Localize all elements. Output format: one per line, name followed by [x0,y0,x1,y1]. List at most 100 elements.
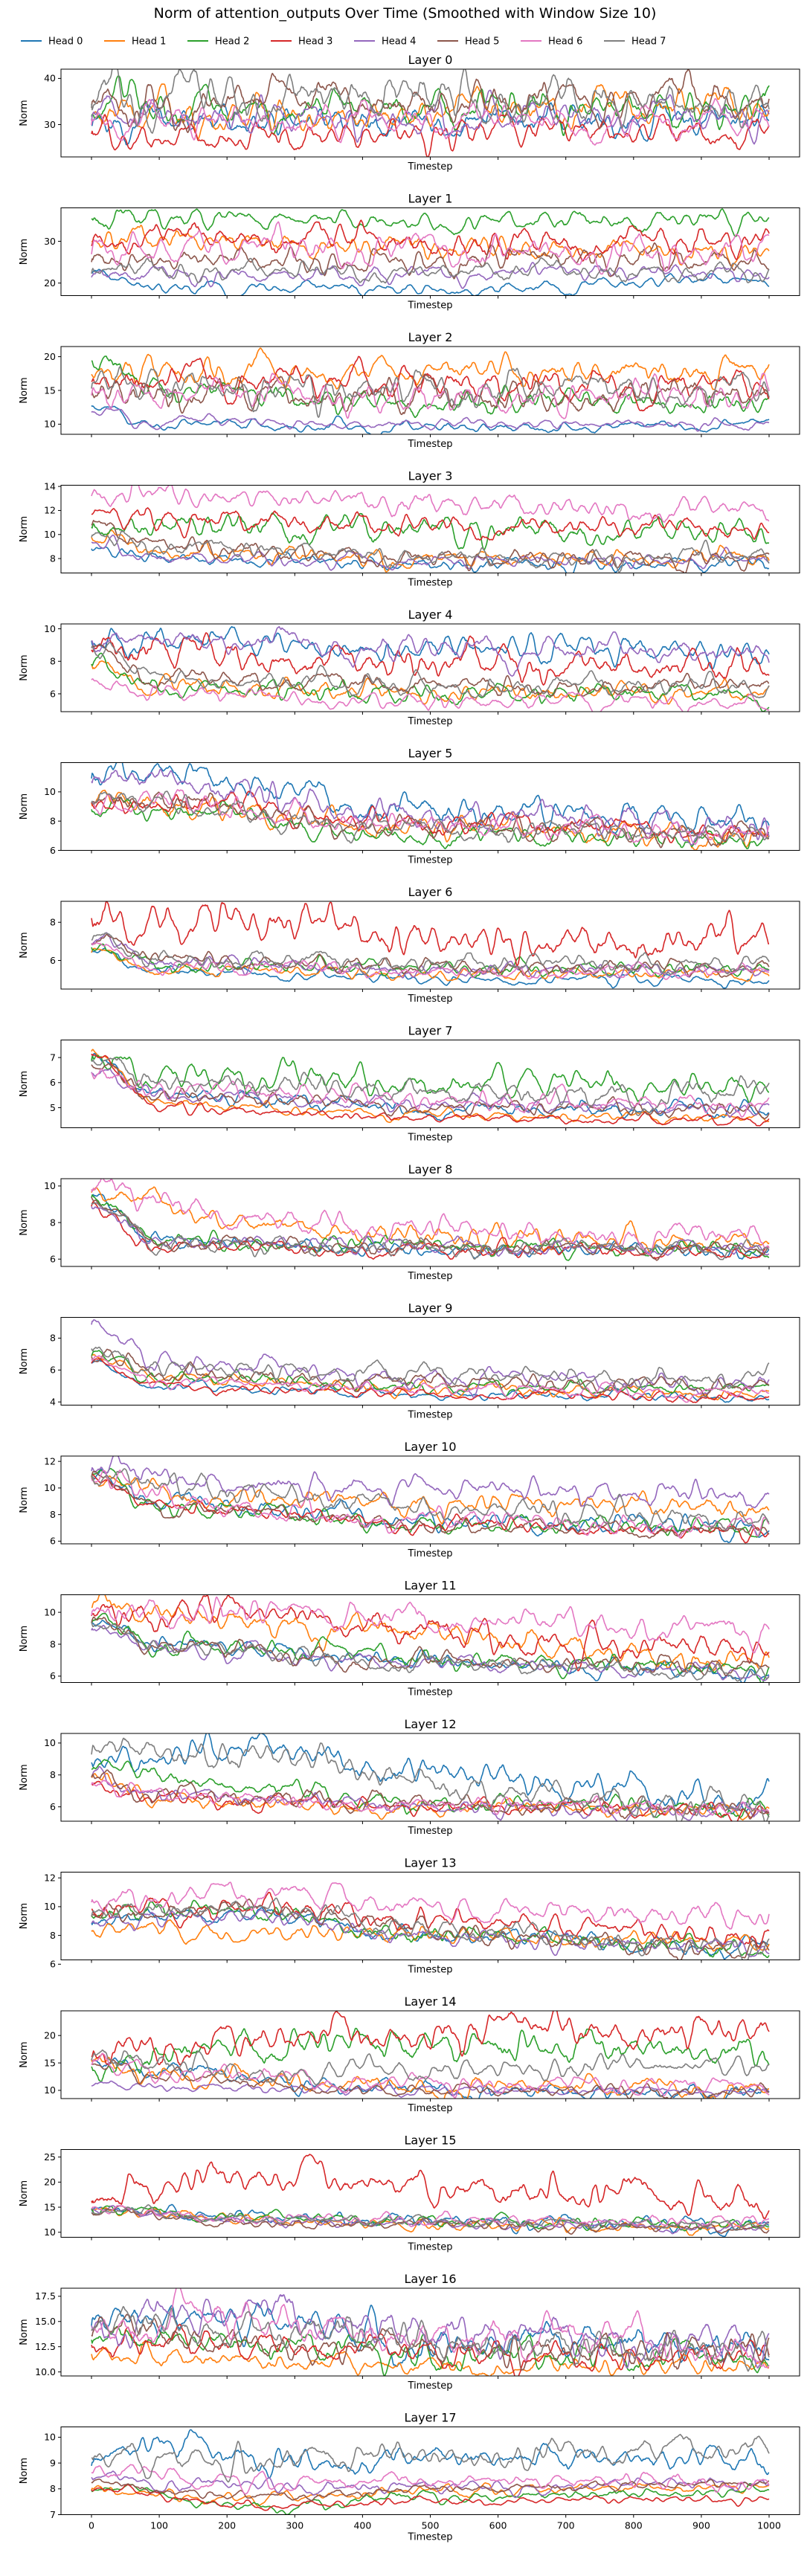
series-line-head-6 [91,1179,770,1256]
series-line-head-4 [91,2080,770,2098]
y-tick-label: 10 [44,2226,56,2238]
series-line-head-7 [91,642,770,699]
series-line-head-6 [91,1355,770,1403]
y-tick-label: 6 [50,845,56,856]
series-line-head-5 [91,373,770,416]
y-tick-label: 10 [44,529,56,540]
legend-label: Head 3 [298,36,332,48]
x-axis-label: Timestep [408,2532,453,2543]
y-tick-label: 6 [50,1801,56,1812]
series-line-head-7 [91,2305,770,2372]
series-line-head-5 [91,644,770,697]
panel-title: Layer 12 [404,1717,456,1731]
y-tick-label: 6 [50,1077,56,1088]
y-tick-label: 6 [50,1959,56,1970]
series-line-head-6 [91,485,770,523]
y-axis-label: Norm [19,1626,30,1652]
series-line-head-7 [91,2433,770,2483]
y-tick-label: 7 [50,2509,56,2520]
y-tick-label: 10 [44,1606,56,1617]
series-line-head-4 [91,1456,770,1509]
plot-frame [60,623,800,712]
x-axis-label: Timestep [408,1548,453,1559]
series-line-head-7 [91,1057,770,1116]
panel-title: Layer 8 [408,1162,453,1176]
series-line-head-3 [91,1358,770,1403]
y-tick-label: 6 [50,955,56,966]
x-axis-label: Timestep [408,1271,453,1282]
series-line-head-7 [91,2049,770,2086]
x-tick-label: 100 [150,2520,168,2531]
series-line-head-1 [91,1049,770,1126]
y-axis-label: Norm [19,2180,30,2206]
series-line-head-6 [91,1881,770,1930]
x-tick-label: 500 [422,2520,440,2531]
series-group [91,1049,770,1127]
layer-panel: Layer 0 30 40 Norm Timestep [19,53,800,173]
y-tick-label: 8 [50,1333,56,1344]
y-tick-label: 25 [44,2151,56,2163]
y-tick-label: 8 [50,1638,56,1649]
y-tick-label: 8 [50,553,56,564]
series-line-head-4 [91,2294,770,2369]
x-tick-label: 300 [286,2520,303,2531]
legend-entry: Head 3 [271,36,332,48]
series-group [91,1456,770,1544]
layer-panel: Layer 3 8 10 12 14 Norm Timestep [19,469,800,589]
series-line-head-0 [91,762,770,834]
panel-title: Layer 3 [408,469,453,483]
y-tick-label: 10 [44,1901,56,1912]
series-line-head-0 [91,947,770,989]
series-line-head-4 [91,768,770,846]
x-tick-label: 700 [557,2520,575,2531]
series-line-head-0 [91,546,770,573]
x-tick-label: 1000 [757,2520,781,2531]
legend-entry: Head 0 [21,36,83,48]
series-line-head-5 [91,1769,770,1820]
figure-title: Norm of attention_outputs Over Time (Smo… [154,5,657,22]
series-line-head-0 [91,2302,770,2368]
series-line-head-4 [91,1624,770,1681]
series-line-head-0 [91,405,770,434]
series-line-head-7 [91,1346,770,1390]
series-line-head-4 [91,1205,770,1257]
panel-title: Layer 6 [408,885,453,899]
series-line-head-1 [91,347,770,390]
x-axis-label: Timestep [408,578,453,589]
y-tick-label: 10 [44,1737,56,1748]
legend-label: Head 7 [631,36,666,48]
series-line-head-4 [91,408,770,432]
y-tick-label: 8 [50,1217,56,1228]
y-tick-label: 10 [44,419,56,430]
y-tick-label: 20 [44,2029,56,2041]
series-line-head-7 [91,1897,770,1960]
series-line-head-3 [91,113,770,157]
y-axis-label: Norm [19,1764,30,1790]
legend: Head 0 Head 1 Head 2 Head 3 Head 4 Head 5 Head… [21,36,666,48]
x-tick-label: 900 [692,2520,710,2531]
y-axis-label: Norm [19,1487,30,1513]
series-line-head-3 [91,1200,770,1260]
y-tick-label: 10 [44,1482,56,1493]
panel-title: Layer 0 [408,53,453,67]
panel-title: Layer 11 [404,1579,456,1593]
y-tick-label: 10 [44,1180,56,1191]
panel-title: Layer 9 [408,1301,453,1316]
layer-panel: Layer 7 5 6 7 Norm Timestep [19,1024,800,1144]
series-line-head-3 [91,901,769,967]
series-line-head-5 [91,1348,770,1397]
legend-entry: Head 4 [354,36,416,48]
series-group [91,69,770,157]
y-tick-label: 6 [50,1365,56,1376]
panel-title: Layer 1 [408,192,453,206]
y-tick-label: 8 [50,656,56,667]
series-group [91,1881,770,1960]
layer-panel: Layer 9 4 6 8 Norm Timestep [19,1301,800,1421]
y-axis-label: Norm [19,654,30,680]
series-line-head-3 [91,2011,770,2066]
series-line-head-5 [91,1616,770,1677]
y-tick-label: 6 [50,1536,56,1547]
series-line-head-3 [91,632,770,686]
series-line-head-3 [91,355,770,412]
legend-entry: Head 6 [521,36,582,48]
